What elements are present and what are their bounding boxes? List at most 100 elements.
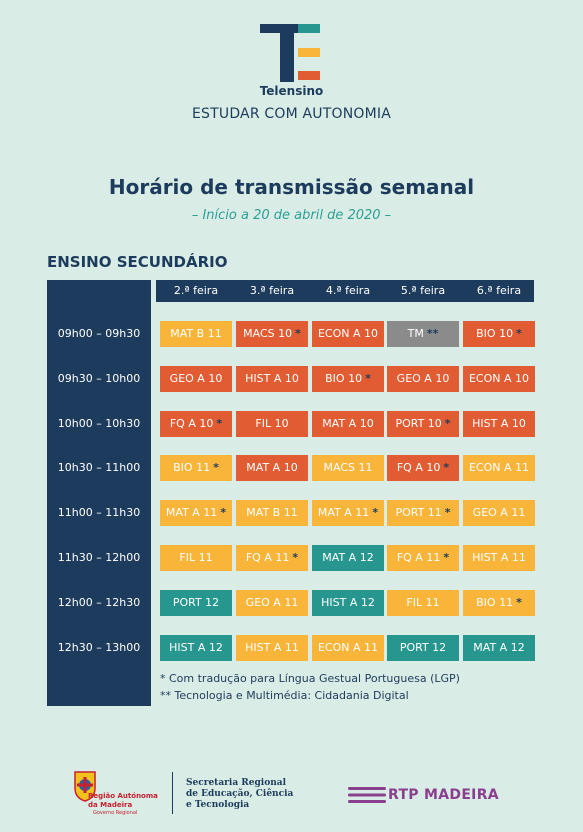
schedule-cell: GEO A 10	[387, 366, 459, 392]
schedule-cell: MAT A 10	[236, 455, 308, 481]
subject-label: ECON A 10	[468, 372, 530, 385]
subject-label: MAT B 11	[246, 506, 298, 519]
subject-label: HIST A 10	[245, 372, 299, 385]
subject-label: TM	[407, 327, 424, 340]
footer-divider	[172, 772, 173, 814]
lgp-marker: **	[426, 327, 439, 340]
subject-label: GEO A 10	[169, 372, 223, 385]
schedule-cell: FQ A 10 *	[160, 411, 232, 437]
subject-label: MAT A 10	[246, 461, 298, 474]
brand-name: Telensino	[259, 84, 324, 98]
lgp-marker: *	[365, 372, 371, 385]
time-slot-label: 09h00 – 09h30	[57, 327, 141, 340]
schedule-cell: HIST A 12	[160, 635, 232, 661]
schedule-cell: ECON A 11	[463, 455, 535, 481]
schedule-cell: FIL 11	[160, 545, 232, 571]
brand-tagline: ESTUDAR COM AUTONOMIA	[191, 106, 392, 122]
subject-label: BIO 10	[325, 372, 363, 385]
time-slot-label: 09h30 – 10h00	[57, 372, 141, 385]
day-header: 4.ª feira	[325, 284, 371, 297]
subject-label: MAT B 11	[170, 327, 222, 340]
subject-label: FQ A 10	[396, 461, 441, 474]
subject-label: PORT 12	[399, 641, 447, 654]
time-slot-label: 11h30 – 12h00	[57, 551, 141, 564]
schedule-cell: FQ A 11 *	[236, 545, 308, 571]
subject-label: FQ A 10	[169, 417, 214, 430]
day-header: 2.ª feira	[173, 284, 219, 297]
lgp-marker: *	[516, 596, 522, 609]
time-slot-label: 11h00 – 11h30	[57, 506, 141, 519]
time-slot-label: 10h00 – 10h30	[57, 417, 141, 430]
day-header: 3.ª feira	[249, 284, 295, 297]
lgp-marker: *	[444, 506, 451, 519]
schedule-cell: BIO 10 *	[312, 366, 384, 392]
page-subtitle: – Início a 20 de abril de 2020 –	[191, 208, 392, 223]
schedule-cell: GEO A 11	[236, 590, 308, 616]
subject-label: GEO A 10	[396, 372, 450, 385]
telensino-logo	[260, 24, 320, 82]
subject-label: HIST A 11	[472, 551, 526, 564]
page-title: Horário de transmissão semanal	[108, 175, 475, 199]
rtp-logo-icon	[348, 787, 386, 803]
subject-label: PORT 11	[395, 506, 442, 519]
day-header: 6.ª feira	[476, 284, 522, 297]
subject-label: HIST A 10	[472, 417, 526, 430]
schedule-cell: PORT 10 *	[387, 411, 459, 437]
subject-label: HIST A 12	[169, 641, 223, 654]
schedule-cell: HIST A 10	[463, 411, 535, 437]
section-heading: ENSINO SECUNDÁRIO	[47, 253, 228, 271]
rtp-madeira-label: RTP MADEIRA	[388, 787, 499, 803]
subject-label: ECON A 11	[468, 461, 530, 474]
subject-label: MAT A 11	[317, 506, 370, 519]
schedule-cell: PORT 12	[387, 635, 459, 661]
note-tm: ** Tecnologia e Multimédia: Cidadania Di…	[160, 689, 409, 702]
schedule-cell: FIL 11	[387, 590, 459, 616]
lgp-marker: *	[292, 551, 299, 564]
schedule-cell: FIL 10	[236, 411, 308, 437]
lgp-marker: *	[372, 506, 379, 519]
schedule-cell: HIST A 11	[236, 635, 308, 661]
schedule-cell: GEO A 10	[160, 366, 232, 392]
subject-label: MAT A 12	[473, 641, 525, 654]
schedule-cell: FQ A 10 *	[387, 455, 459, 481]
madeira-coat-of-arms-icon	[74, 771, 96, 802]
subject-label: BIO 11	[173, 461, 211, 474]
raam-label: Região Autónoma da Madeira	[88, 792, 158, 809]
subject-label: MACS 11	[323, 461, 373, 474]
schedule-cell: TM **	[387, 321, 459, 347]
schedule-cell: MACS 11	[312, 455, 384, 481]
subject-label: MAT A 10	[322, 417, 374, 430]
schedule-cell: PORT 11 *	[387, 500, 459, 526]
schedule-cell: MAT A 12	[463, 635, 535, 661]
lgp-marker: *	[516, 327, 522, 340]
schedule-cell: BIO 10 *	[463, 321, 535, 347]
subject-label: GEO A 11	[472, 506, 526, 519]
day-header-strip	[156, 280, 534, 302]
subject-label: BIO 10	[476, 327, 514, 340]
lgp-marker: *	[213, 461, 219, 474]
lgp-marker: *	[220, 506, 227, 519]
subject-label: MAT A 12	[322, 551, 374, 564]
raam-subtitle: Governo Regional	[93, 810, 138, 816]
lgp-marker: *	[295, 327, 301, 340]
subject-label: FQ A 11	[245, 551, 290, 564]
schedule-cell: ECON A 10	[312, 321, 384, 347]
schedule-cell: HIST A 10	[236, 366, 308, 392]
subject-label: FQ A 11	[396, 551, 441, 564]
subject-label: HIST A 11	[245, 641, 299, 654]
schedule-cell: MACS 10 *	[236, 321, 308, 347]
schedule-cell: MAT B 11	[160, 321, 232, 347]
schedule-cell: MAT A 11 *	[160, 500, 232, 526]
subject-label: FIL 11	[179, 551, 213, 564]
note-lgp: * Com tradução para Língua Gestual Portu…	[160, 672, 460, 685]
subject-label: FIL 11	[406, 596, 440, 609]
schedule-cell: HIST A 11	[463, 545, 535, 571]
subject-label: GEO A 11	[245, 596, 299, 609]
subject-label: MACS 10	[243, 327, 293, 340]
time-slot-label: 12h00 – 12h30	[57, 596, 141, 609]
subject-label: FIL 10	[255, 417, 289, 430]
day-header: 5.ª feira	[400, 284, 446, 297]
schedule-cell: MAT A 11 *	[312, 500, 384, 526]
schedule-cell: ECON A 10	[463, 366, 535, 392]
schedule-cell: PORT 12	[160, 590, 232, 616]
